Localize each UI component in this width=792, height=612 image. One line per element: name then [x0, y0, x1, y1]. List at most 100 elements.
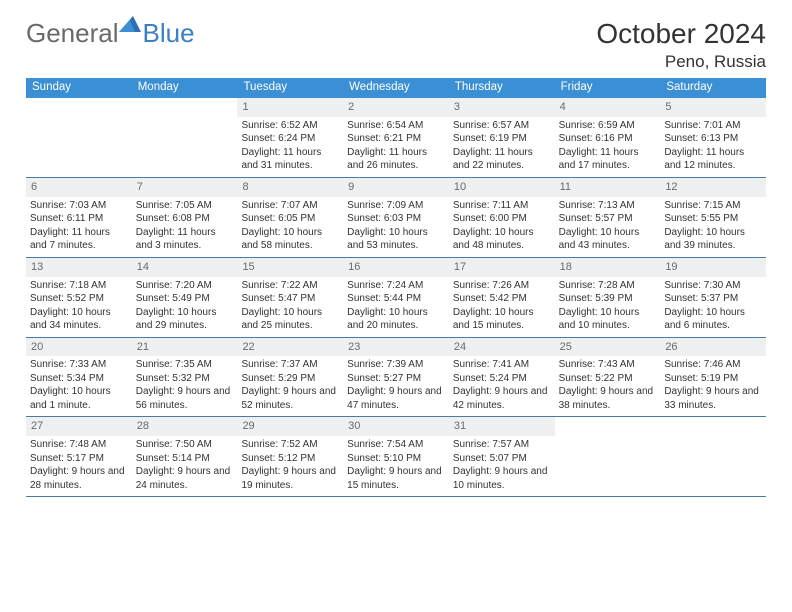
week-row: 1Sunrise: 6:52 AMSunset: 6:24 PMDaylight… — [26, 98, 766, 178]
day-header: Thursday — [449, 78, 555, 98]
day-number: 22 — [237, 338, 343, 357]
day-details: Sunrise: 7:37 AMSunset: 5:29 PMDaylight:… — [241, 358, 339, 412]
day-cell: 13 Sunrise: 7:18 AMSunset: 5:52 PMDayligh… — [26, 258, 132, 337]
day-cell: 25Sunrise: 7:43 AMSunset: 5:22 PMDayligh… — [555, 338, 661, 417]
day-cell: 14Sunrise: 7:20 AMSunset: 5:49 PMDayligh… — [132, 258, 238, 337]
day-header: Saturday — [660, 78, 766, 98]
day-cell: 11Sunrise: 7:13 AMSunset: 5:57 PMDayligh… — [555, 178, 661, 257]
day-cell: 12 Sunrise: 7:15 AMSunset: 5:55 PMDayligh… — [660, 178, 766, 257]
day-details: Sunrise: 7:09 AMSunset: 6:03 PMDaylight:… — [347, 199, 445, 253]
day-details: Sunrise: 6:57 AMSunset: 6:19 PMDaylight:… — [453, 119, 551, 173]
day-number: 29 — [237, 417, 343, 436]
day-cell: 4 Sunrise: 6:59 AMSunset: 6:16 PMDaylight… — [555, 98, 661, 177]
day-number: 3 — [449, 98, 555, 117]
day-details: Sunrise: 7:07 AMSunset: 6:05 PMDaylight:… — [241, 199, 339, 253]
day-cell: 20Sunrise: 7:33 AMSunset: 5:34 PMDayligh… — [26, 338, 132, 417]
day-header: Monday — [132, 78, 238, 98]
day-cell: 3 Sunrise: 6:57 AMSunset: 6:19 PMDaylight… — [449, 98, 555, 177]
day-cell: 19Sunrise: 7:30 AMSunset: 5:37 PMDayligh… — [660, 258, 766, 337]
day-number: 15 — [237, 258, 343, 277]
day-cell: 15 Sunrise: 7:22 AMSunset: 5:47 PMDayligh… — [237, 258, 343, 337]
day-number: 13 — [26, 258, 132, 277]
brand-logo: General Blue — [26, 18, 195, 49]
day-header: Sunday — [26, 78, 132, 98]
day-cell: 17 Sunrise: 7:26 AMSunset: 5:42 PMDayligh… — [449, 258, 555, 337]
day-details: Sunrise: 7:05 AMSunset: 6:08 PMDaylight:… — [136, 199, 234, 253]
day-number: 20 — [26, 338, 132, 357]
day-number: 4 — [555, 98, 661, 117]
day-number — [132, 98, 238, 117]
day-number: 12 — [660, 178, 766, 197]
day-header: Tuesday — [237, 78, 343, 98]
page-header: General Blue October 2024 Peno, Russia — [26, 18, 766, 72]
day-number: 21 — [132, 338, 238, 357]
day-cell: 8 Sunrise: 7:07 AMSunset: 6:05 PMDaylight… — [237, 178, 343, 257]
day-number: 6 — [26, 178, 132, 197]
weeks-container: 1Sunrise: 6:52 AMSunset: 6:24 PMDaylight… — [26, 98, 766, 497]
day-number: 17 — [449, 258, 555, 277]
day-details: Sunrise: 7:11 AMSunset: 6:00 PMDaylight:… — [453, 199, 551, 253]
week-row: 13 Sunrise: 7:18 AMSunset: 5:52 PMDayligh… — [26, 258, 766, 338]
day-cell — [132, 98, 238, 177]
day-header-row: SundayMondayTuesdayWednesdayThursdayFrid… — [26, 78, 766, 98]
day-number: 28 — [132, 417, 238, 436]
day-number: 16 — [343, 258, 449, 277]
day-cell: 10 Sunrise: 7:11 AMSunset: 6:00 PMDayligh… — [449, 178, 555, 257]
day-details: Sunrise: 6:54 AMSunset: 6:21 PMDaylight:… — [347, 119, 445, 173]
day-cell: 23Sunrise: 7:39 AMSunset: 5:27 PMDayligh… — [343, 338, 449, 417]
day-cell: 22Sunrise: 7:37 AMSunset: 5:29 PMDayligh… — [237, 338, 343, 417]
day-details: Sunrise: 7:26 AMSunset: 5:42 PMDaylight:… — [453, 279, 551, 333]
day-number: 9 — [343, 178, 449, 197]
day-number: 1 — [237, 98, 343, 117]
day-cell: 6 Sunrise: 7:03 AMSunset: 6:11 PMDaylight… — [26, 178, 132, 257]
day-number: 27 — [26, 417, 132, 436]
day-details: Sunrise: 7:48 AMSunset: 5:17 PMDaylight:… — [30, 438, 128, 492]
day-cell: 24Sunrise: 7:41 AMSunset: 5:24 PMDayligh… — [449, 338, 555, 417]
location-text: Peno, Russia — [596, 52, 766, 72]
day-details: Sunrise: 7:24 AMSunset: 5:44 PMDaylight:… — [347, 279, 445, 333]
day-cell: 31Sunrise: 7:57 AMSunset: 5:07 PMDayligh… — [449, 417, 555, 496]
day-number: 10 — [449, 178, 555, 197]
day-details: Sunrise: 7:03 AMSunset: 6:11 PMDaylight:… — [30, 199, 128, 253]
day-number: 14 — [132, 258, 238, 277]
day-number — [660, 417, 766, 436]
brand-text-general: General — [26, 18, 119, 49]
day-cell: 2Sunrise: 6:54 AMSunset: 6:21 PMDaylight… — [343, 98, 449, 177]
day-number — [26, 98, 132, 117]
day-cell: 30Sunrise: 7:54 AMSunset: 5:10 PMDayligh… — [343, 417, 449, 496]
day-number: 7 — [132, 178, 238, 197]
day-cell: 18Sunrise: 7:28 AMSunset: 5:39 PMDayligh… — [555, 258, 661, 337]
day-cell — [26, 98, 132, 177]
day-details: Sunrise: 7:15 AMSunset: 5:55 PMDaylight:… — [664, 199, 762, 253]
header-right: October 2024 Peno, Russia — [596, 18, 766, 72]
day-details: Sunrise: 7:52 AMSunset: 5:12 PMDaylight:… — [241, 438, 339, 492]
day-cell: 21Sunrise: 7:35 AMSunset: 5:32 PMDayligh… — [132, 338, 238, 417]
day-details: Sunrise: 7:18 AMSunset: 5:52 PMDaylight:… — [30, 279, 128, 333]
week-row: 20Sunrise: 7:33 AMSunset: 5:34 PMDayligh… — [26, 338, 766, 418]
day-details: Sunrise: 7:33 AMSunset: 5:34 PMDaylight:… — [30, 358, 128, 412]
day-number: 11 — [555, 178, 661, 197]
day-cell: 26Sunrise: 7:46 AMSunset: 5:19 PMDayligh… — [660, 338, 766, 417]
day-number: 19 — [660, 258, 766, 277]
day-cell: 27 Sunrise: 7:48 AMSunset: 5:17 PMDayligh… — [26, 417, 132, 496]
day-number: 30 — [343, 417, 449, 436]
day-header: Wednesday — [343, 78, 449, 98]
day-number: 5 — [660, 98, 766, 117]
day-cell: 28 Sunrise: 7:50 AMSunset: 5:14 PMDayligh… — [132, 417, 238, 496]
day-cell: 9 Sunrise: 7:09 AMSunset: 6:03 PMDaylight… — [343, 178, 449, 257]
day-cell — [660, 417, 766, 496]
day-cell: 5 Sunrise: 7:01 AMSunset: 6:13 PMDaylight… — [660, 98, 766, 177]
day-details: Sunrise: 7:57 AMSunset: 5:07 PMDaylight:… — [453, 438, 551, 492]
day-number: 23 — [343, 338, 449, 357]
day-number: 8 — [237, 178, 343, 197]
week-row: 6 Sunrise: 7:03 AMSunset: 6:11 PMDaylight… — [26, 178, 766, 258]
day-details: Sunrise: 7:50 AMSunset: 5:14 PMDaylight:… — [136, 438, 234, 492]
day-details: Sunrise: 7:01 AMSunset: 6:13 PMDaylight:… — [664, 119, 762, 173]
day-cell — [555, 417, 661, 496]
day-number: 26 — [660, 338, 766, 357]
day-details: Sunrise: 6:59 AMSunset: 6:16 PMDaylight:… — [559, 119, 657, 173]
day-details: Sunrise: 7:46 AMSunset: 5:19 PMDaylight:… — [664, 358, 762, 412]
day-cell: 29 Sunrise: 7:52 AMSunset: 5:12 PMDayligh… — [237, 417, 343, 496]
day-details: Sunrise: 7:22 AMSunset: 5:47 PMDaylight:… — [241, 279, 339, 333]
calendar-grid: SundayMondayTuesdayWednesdayThursdayFrid… — [26, 78, 766, 497]
